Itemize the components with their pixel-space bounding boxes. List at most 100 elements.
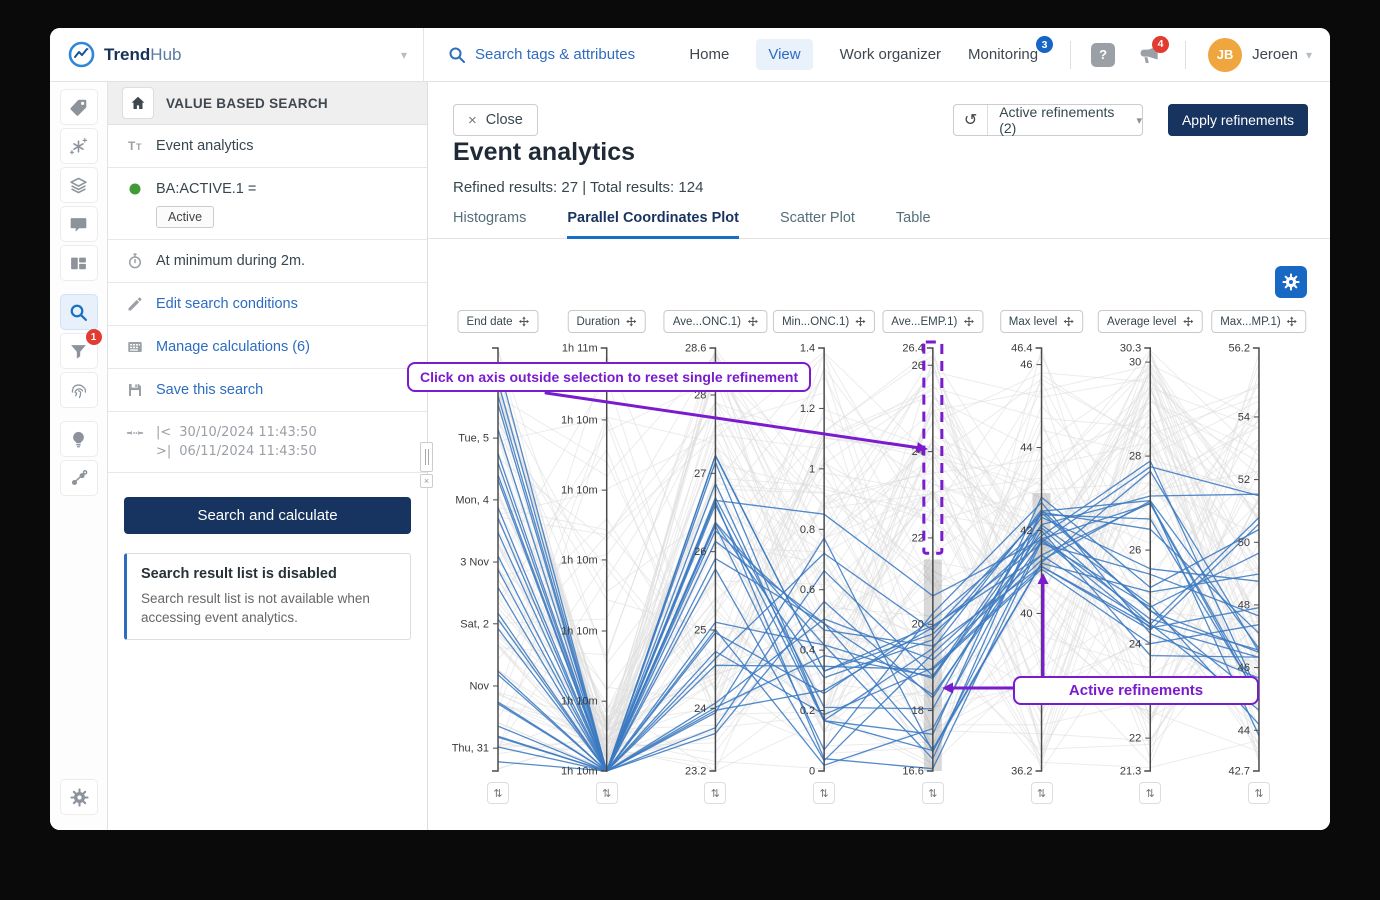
search-condition-row[interactable]: Edit search conditions: [108, 283, 427, 326]
axis-chip-End date[interactable]: End date: [457, 310, 539, 333]
condition-label[interactable]: Edit search conditions: [156, 296, 298, 312]
move-icon: [1182, 316, 1194, 327]
global-search[interactable]: Search tags & attributes: [424, 28, 635, 81]
axis-sort-button-Min...ONC.1)[interactable]: ⇅: [813, 782, 836, 804]
avatar[interactable]: JB: [1208, 37, 1243, 72]
rail-item-dashboard[interactable]: [59, 245, 98, 281]
axis-chip-Average level[interactable]: Average level: [1098, 310, 1203, 333]
stopwatch-icon: [128, 253, 142, 269]
axis-chip-Max level[interactable]: Max level: [999, 310, 1084, 333]
rail-item-sparkles[interactable]: [59, 128, 98, 164]
axis-Ave...ONC.1)[interactable]: 28.6 23.2 28 27 26 25 24: [685, 343, 717, 778]
brand-area[interactable]: TrendHub ▾: [50, 28, 424, 81]
rail-item-fingerprint[interactable]: [59, 372, 98, 408]
event-line: [497, 474, 1260, 772]
rail-item-settings[interactable]: [60, 779, 98, 815]
axis-Ave...EMP.1)[interactable]: 26.416.62624222018: [902, 343, 934, 778]
annotation-arrowhead: [916, 442, 928, 454]
search-condition-row[interactable]: Save this search: [108, 369, 427, 412]
axis-Duration[interactable]: 1h 11m 1h 10m 1h 10m 1h 10m 1h 10m 1h 10m 1h 1…: [561, 343, 608, 778]
event-line: [497, 374, 1260, 769]
axis-chip-label: Average level: [1107, 315, 1177, 328]
trendhub-logo-icon: [68, 41, 95, 68]
event-line: [497, 351, 1260, 754]
axis-sort-button-Max...MP.1)[interactable]: ⇅: [1247, 782, 1270, 804]
panel-collapse-button[interactable]: ×: [420, 474, 433, 488]
monitoring-badge: 3: [1036, 36, 1054, 53]
tab-histograms[interactable]: Histograms: [453, 210, 527, 226]
announcements-button[interactable]: 4: [1137, 35, 1170, 67]
axis-tick-label: 44: [1020, 442, 1032, 454]
axis-chip-Duration[interactable]: Duration: [567, 310, 646, 333]
value-chip[interactable]: Active: [156, 206, 215, 228]
reset-refinements-icon[interactable]: ↺: [954, 105, 989, 135]
rail-item-network[interactable]: [59, 460, 98, 496]
plot-settings-button[interactable]: [1275, 266, 1307, 298]
search-and-calculate-button[interactable]: Search and calculate: [124, 497, 411, 534]
axis-tick-label: 24: [694, 703, 706, 715]
axis-sort-button-End date[interactable]: ⇅: [487, 782, 509, 804]
rail-item-lightbulb[interactable]: [59, 421, 98, 457]
tab-scatter-plot[interactable]: Scatter Plot: [779, 210, 855, 226]
close-label: Close: [485, 112, 523, 128]
user-name[interactable]: Jeroen: [1252, 46, 1298, 63]
axis-tick-label: 44: [1238, 725, 1250, 737]
axis-tick-label: 46.4: [1011, 343, 1032, 355]
help-icon[interactable]: ?: [1091, 42, 1116, 67]
axis-tick-label: 46: [1020, 359, 1032, 371]
brand-chevron-down-icon[interactable]: ▾: [400, 47, 407, 62]
nav-item-view[interactable]: View: [756, 39, 813, 70]
axis-sort-button-Duration[interactable]: ⇅: [595, 782, 618, 804]
rail-item-comment[interactable]: [59, 206, 98, 242]
axis-tick-label: 18: [912, 705, 924, 717]
search-condition-row[interactable]: Manage calculations (6): [108, 326, 427, 369]
user-chevron-down-icon[interactable]: ▾: [1305, 47, 1312, 62]
axis-tick-label: 1h 11m: [562, 343, 598, 355]
rail-item-search[interactable]: [59, 294, 98, 330]
rail-item-tag[interactable]: [59, 89, 98, 125]
condition-label[interactable]: Save this search: [156, 382, 264, 398]
axis-Average level[interactable]: 30.3 21.3 30 28 26 24 22: [1120, 343, 1152, 778]
axis-Max...MP.1)[interactable]: 56.2 42.7 54 52 50 48 46 44: [1229, 343, 1260, 778]
nav-item-home[interactable]: Home: [689, 46, 730, 63]
axis-chip-Ave...ONC.1)[interactable]: Ave...ONC.1): [663, 310, 767, 333]
tab-parallel-coordinates-plot[interactable]: Parallel Coordinates Plot: [567, 210, 739, 239]
axis-End date[interactable]: Tue, 5 Mon, 4 3 Nov Sat, 2 Nov Thu, 31: [452, 347, 499, 772]
axis-tick-label: 42: [1020, 525, 1032, 537]
active-refinements-dropdown[interactable]: ↺ Active refinements (2) ▾: [953, 104, 1143, 136]
axis-sort-button-Ave...ONC.1)[interactable]: ⇅: [704, 782, 727, 804]
apply-refinements-button[interactable]: Apply refinements: [1168, 104, 1308, 136]
comment-icon: [70, 217, 87, 232]
annotation-arrowhead: [942, 682, 953, 694]
axis-tick-label: 22: [1129, 733, 1141, 745]
save-icon: [129, 384, 141, 396]
axis-chip-Ave...EMP.1)[interactable]: Ave...EMP.1): [882, 310, 984, 333]
rail-item-filter[interactable]: 1: [59, 329, 102, 369]
event-line: [497, 369, 1260, 715]
move-icon: [855, 316, 866, 327]
axis-tick-label: 22: [912, 532, 924, 544]
axis-sort-button-Average level[interactable]: ⇅: [1139, 782, 1162, 804]
close-button[interactable]: × Close: [453, 104, 538, 136]
axis-tick-label: 1h 10m: [561, 414, 598, 426]
condition-label[interactable]: Manage calculations (6): [156, 339, 310, 355]
event-line: [497, 470, 1260, 772]
nav-item-work-organizer[interactable]: Work organizer: [839, 46, 942, 63]
axis-chip-Max...MP.1)[interactable]: Max...MP.1): [1211, 310, 1307, 333]
axis-tick-label: 28: [694, 390, 706, 402]
axis-tick-label: Mon, 4: [455, 494, 489, 506]
panel-resize-handle[interactable]: [420, 442, 433, 472]
rail-item-layers[interactable]: [59, 167, 98, 203]
condition-label: BA:ACTIVE.1 =: [156, 181, 257, 197]
event-line: [497, 482, 1260, 772]
tab-table[interactable]: Table: [895, 210, 931, 226]
axis-chip-Min...ONC.1)[interactable]: Min...ONC.1): [773, 310, 876, 333]
axis-sort-button-Max level[interactable]: ⇅: [1030, 782, 1053, 804]
axis-Min...ONC.1)[interactable]: 1.4 0 1.2 1 0.8 0.6 0.4 0.2: [800, 343, 825, 778]
home-button[interactable]: [122, 87, 154, 119]
page-title: Event analytics: [453, 138, 636, 166]
axis-Max level[interactable]: 46.4 36.2 46 44 42 40: [1011, 343, 1043, 778]
axis-sort-button-Ave...EMP.1)[interactable]: ⇅: [921, 782, 944, 804]
nav-item-monitoring[interactable]: Monitoring 3: [968, 36, 1054, 63]
